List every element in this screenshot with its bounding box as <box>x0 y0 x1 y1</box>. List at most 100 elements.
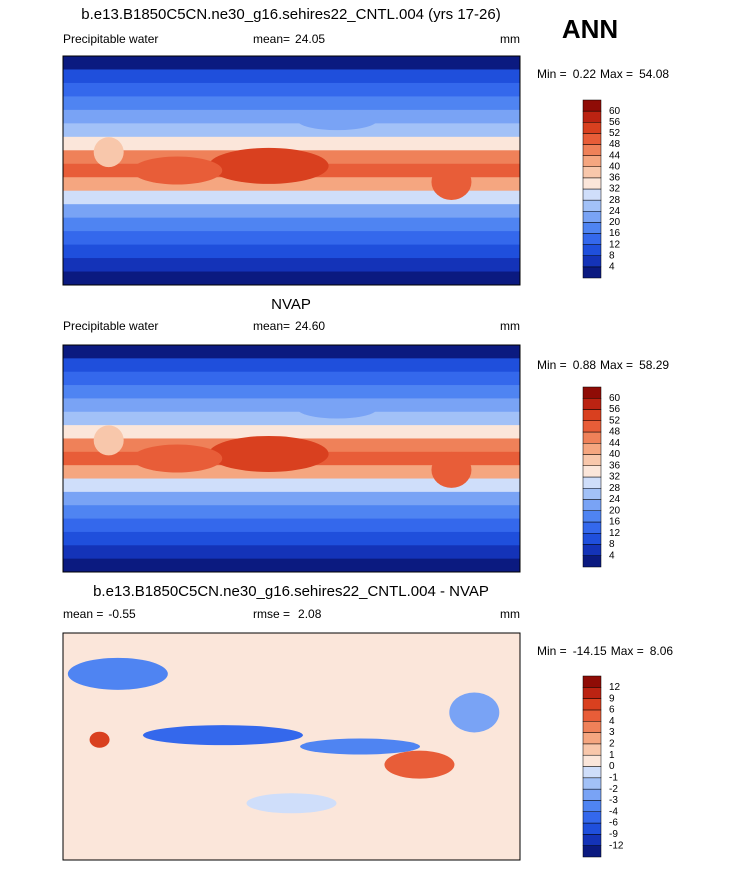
colorbar-box <box>582 743 602 756</box>
panel-title: b.e13.B1850C5CN.ne30_g16.sehires22_CNTL.… <box>81 6 500 23</box>
colorbar-label: 44 <box>609 150 621 161</box>
map-feature <box>297 110 378 131</box>
map-feature <box>208 435 329 472</box>
colorbar-box <box>582 110 602 123</box>
min-value: 0.22 <box>573 67 597 81</box>
colorbar-label: 8 <box>609 250 615 261</box>
colorbar-label: 20 <box>609 217 621 228</box>
colorbar-label: 44 <box>609 438 621 449</box>
colorbar-box <box>582 199 602 212</box>
colorbar-box <box>582 521 602 534</box>
map-feature <box>300 738 421 755</box>
colorbar-box <box>582 488 602 500</box>
colorbar-box <box>582 443 602 455</box>
colorbar-label: 36 <box>609 173 621 184</box>
map-band <box>63 358 520 373</box>
colorbar-box <box>582 233 602 245</box>
rmse-label: rmse = <box>253 607 290 621</box>
colorbar-label: 28 <box>609 195 621 206</box>
colorbar-label: 52 <box>609 128 621 139</box>
colorbar-label: 52 <box>609 415 621 426</box>
map-band <box>63 545 520 560</box>
map-band <box>63 411 520 426</box>
colorbar-box <box>582 845 602 858</box>
colorbar-label: -6 <box>609 818 618 829</box>
units: mm <box>500 319 520 333</box>
colorbar-label: -12 <box>609 840 624 851</box>
map-band <box>63 271 520 285</box>
colorbar-box <box>582 766 602 779</box>
min-label: Min = <box>537 358 567 372</box>
map-band <box>63 244 520 259</box>
colorbar-label: -4 <box>609 806 618 817</box>
colorbar-label: 36 <box>609 460 621 471</box>
colorbar-box <box>582 834 602 846</box>
colorbar-box <box>582 144 602 156</box>
map-feature <box>93 425 124 456</box>
map-feature <box>297 398 378 419</box>
map-feature <box>67 657 168 690</box>
colorbar-label: 0 <box>609 761 615 772</box>
map-feature <box>384 750 455 779</box>
colorbar-label: 3 <box>609 727 615 738</box>
colorbar-box <box>582 732 602 745</box>
colorbar-box <box>582 188 602 201</box>
colorbar-box <box>582 420 602 433</box>
figure-title: ANN <box>562 14 618 44</box>
map-band <box>63 109 520 124</box>
map-band <box>63 518 520 533</box>
colorbar-label: 6 <box>609 705 615 716</box>
min-label: Min = <box>537 644 567 658</box>
max-label: Max = <box>600 358 633 372</box>
colorbar-box <box>582 800 602 812</box>
colorbar-label: 16 <box>609 228 621 239</box>
map <box>63 56 520 285</box>
map-feature <box>449 692 500 733</box>
colorbar-box <box>582 177 602 190</box>
colorbar-box <box>582 533 602 545</box>
colorbar-label: 8 <box>609 539 615 550</box>
map-band <box>63 385 520 399</box>
map-frame <box>62 632 521 861</box>
colorbar-box <box>582 266 602 279</box>
colorbar-box <box>582 222 602 234</box>
map-band <box>63 190 520 205</box>
colorbar-label: 32 <box>609 472 621 483</box>
map-band <box>63 558 520 572</box>
map-band <box>63 217 520 232</box>
map-band <box>63 371 520 386</box>
colorbar-box <box>582 386 602 399</box>
map-band <box>63 82 520 97</box>
colorbar-box <box>582 499 602 511</box>
colorbar-box <box>582 431 602 444</box>
colorbar-label: 48 <box>609 427 621 438</box>
colorbar-label: 4 <box>609 716 615 727</box>
mean-label: mean = <box>63 607 103 621</box>
map-feature <box>132 444 223 473</box>
colorbar-label: -9 <box>609 829 618 840</box>
colorbar-box <box>582 811 602 824</box>
colorbar-box <box>582 465 602 478</box>
units: mm <box>500 607 520 621</box>
map-feature <box>142 725 303 746</box>
colorbar-label: 48 <box>609 139 621 150</box>
map <box>63 633 520 860</box>
colorbar-label: 56 <box>609 117 621 128</box>
colorbar-label: 32 <box>609 184 621 195</box>
variable-label: Precipitable water <box>63 32 158 46</box>
colorbar-label: 2 <box>609 739 615 750</box>
map-feature <box>93 137 124 168</box>
max-value: 54.08 <box>639 67 669 81</box>
variable-label: Precipitable water <box>63 319 158 333</box>
colorbar-label: -3 <box>609 795 618 806</box>
mean-value: 24.05 <box>295 32 325 46</box>
colorbar-box <box>582 544 602 556</box>
colorbar-label: 20 <box>609 505 621 516</box>
map-feature <box>431 451 472 488</box>
colorbar-label: 24 <box>609 494 621 505</box>
colorbar-label: -2 <box>609 784 618 795</box>
colorbar-box <box>582 687 602 699</box>
colorbar-box <box>582 211 602 223</box>
colorbar-label: 12 <box>609 528 621 539</box>
max-value: 58.29 <box>639 358 669 372</box>
